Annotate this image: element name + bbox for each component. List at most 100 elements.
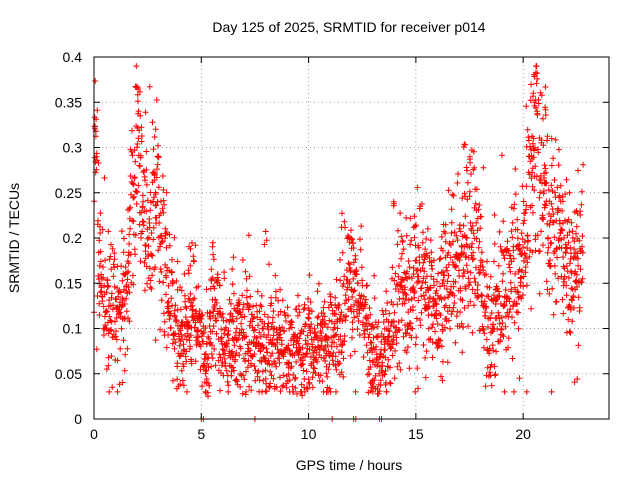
data-point [391,200,398,207]
data-point [151,134,158,140]
data-point [186,337,193,344]
data-point [334,325,341,332]
data-point [531,102,538,109]
data-point [319,378,326,385]
data-point [563,176,570,183]
data-point [534,111,541,118]
data-point [210,323,217,330]
data-point [535,100,542,107]
data-point [474,282,481,289]
data-point [155,142,161,149]
data-point [95,217,101,224]
data-point [324,324,331,331]
data-point [496,228,503,235]
data-point [166,316,173,323]
data-point [522,269,529,276]
y-tick-label: 0.35 [55,94,82,110]
data-point [152,191,159,198]
data-point [565,316,572,323]
data-point [320,310,327,317]
data-point [378,330,385,337]
data-point [475,206,482,213]
data-point [143,148,150,155]
data-point [223,317,230,324]
data-point [454,179,461,186]
data-point [498,326,505,332]
data-point [382,346,388,353]
data-point [436,256,443,263]
data-point [486,345,493,352]
data-point [296,309,303,316]
data-point [93,150,100,157]
data-point [508,228,515,235]
data-point [381,341,388,348]
data-point [202,370,209,377]
data-point [173,317,180,324]
y-tick-label: 0.05 [55,366,82,382]
data-point [195,333,202,340]
data-point [541,162,548,169]
data-point [151,194,157,201]
data-point [442,238,449,245]
data-point [233,315,240,322]
data-point [291,376,298,382]
data-point [273,363,280,370]
data-point [332,362,339,369]
data-point [542,165,549,172]
data-point [330,349,337,356]
data-point [105,362,112,369]
data-point [308,308,315,315]
data-point [239,390,246,397]
data-point [533,80,540,87]
data-point [250,327,257,334]
data-point [523,388,530,395]
data-point [466,156,473,163]
data-point [443,264,450,271]
data-point [415,244,422,251]
data-point [276,359,283,366]
data-point [209,342,215,349]
data-point [102,257,109,264]
data-point [105,282,112,289]
data-point [143,263,150,270]
data-point [279,297,286,304]
data-point [548,239,555,246]
data-point [428,273,435,280]
tick-labels: 0 5 10 15 20 0 0.05 0.1 0.15 0.2 0.25 0.3 0.35 0.4 [55,49,531,442]
data-point [574,250,581,257]
data-point [255,322,261,329]
data-point [476,270,483,277]
data-point [107,253,114,260]
data-point [544,286,551,293]
data-point [301,388,308,395]
data-point [96,312,103,318]
data-point [380,311,387,318]
data-point [350,245,357,251]
data-point [412,341,419,348]
data-point [275,332,282,338]
data-point [469,223,476,229]
data-point [111,264,118,271]
data-point [385,327,392,334]
data-point [132,232,139,238]
data-point [395,227,401,234]
data-point [442,230,449,237]
data-point [443,286,450,292]
data-point [322,358,329,364]
data-point [338,224,345,231]
data-point [142,177,148,184]
data-point [239,292,246,299]
data-point [340,373,347,380]
data-point [392,286,399,292]
data-point [219,359,226,366]
data-point [189,239,195,246]
data-point [381,336,388,343]
data-point [552,136,559,143]
data-point [197,319,204,326]
data-point [98,288,105,295]
data-point [448,219,455,226]
data-point [120,249,127,256]
data-point [333,366,340,373]
data-point [192,242,199,249]
data-point [465,275,472,282]
